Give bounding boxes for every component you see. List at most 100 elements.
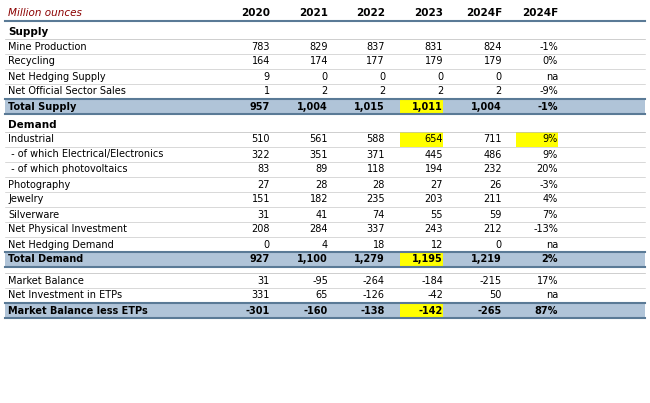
Bar bbox=[5, 99, 645, 114]
Text: 2024F: 2024F bbox=[522, 8, 558, 18]
Text: Net Physical Investment: Net Physical Investment bbox=[8, 224, 127, 235]
Bar bbox=[5, 84, 645, 99]
Bar bbox=[5, 162, 645, 177]
Text: -1%: -1% bbox=[540, 42, 558, 52]
Text: -9%: -9% bbox=[540, 87, 558, 96]
Text: 9%: 9% bbox=[543, 135, 558, 145]
Text: 50: 50 bbox=[489, 291, 502, 301]
Bar bbox=[5, 39, 645, 54]
Text: Jewelry: Jewelry bbox=[8, 195, 44, 204]
Text: Net Investment in ETPs: Net Investment in ETPs bbox=[8, 291, 122, 301]
Text: -142: -142 bbox=[419, 305, 443, 316]
Text: 27: 27 bbox=[430, 179, 443, 189]
Text: -160: -160 bbox=[304, 305, 328, 316]
Text: 711: 711 bbox=[484, 135, 502, 145]
Text: 20%: 20% bbox=[536, 164, 558, 174]
Text: 59: 59 bbox=[489, 210, 502, 220]
Text: 371: 371 bbox=[367, 150, 385, 160]
Text: 177: 177 bbox=[367, 56, 385, 66]
Text: 9: 9 bbox=[264, 71, 270, 81]
Text: 179: 179 bbox=[484, 56, 502, 66]
Text: Net Official Sector Sales: Net Official Sector Sales bbox=[8, 87, 126, 96]
Text: -215: -215 bbox=[480, 276, 502, 285]
Text: 28: 28 bbox=[372, 179, 385, 189]
Text: 194: 194 bbox=[424, 164, 443, 174]
Text: 486: 486 bbox=[484, 150, 502, 160]
Text: Net Hedging Supply: Net Hedging Supply bbox=[8, 71, 105, 81]
Bar bbox=[5, 147, 645, 162]
Text: 829: 829 bbox=[309, 42, 328, 52]
Text: -95: -95 bbox=[312, 276, 328, 285]
Text: Net Hedging Demand: Net Hedging Demand bbox=[8, 239, 114, 249]
Text: 837: 837 bbox=[367, 42, 385, 52]
Bar bbox=[400, 132, 443, 147]
Text: Total Demand: Total Demand bbox=[8, 255, 83, 264]
Text: 55: 55 bbox=[430, 210, 443, 220]
Text: 2024F: 2024F bbox=[466, 8, 502, 18]
Bar bbox=[5, 132, 645, 147]
Text: 1,100: 1,100 bbox=[297, 255, 328, 264]
Text: Market Balance: Market Balance bbox=[8, 276, 84, 285]
Text: 2%: 2% bbox=[541, 255, 558, 264]
Text: 561: 561 bbox=[309, 135, 328, 145]
Text: -301: -301 bbox=[246, 305, 270, 316]
Text: 783: 783 bbox=[252, 42, 270, 52]
Text: 12: 12 bbox=[430, 239, 443, 249]
Text: na: na bbox=[546, 71, 558, 81]
Text: Supply: Supply bbox=[8, 27, 48, 37]
Text: 212: 212 bbox=[484, 224, 502, 235]
Text: 824: 824 bbox=[484, 42, 502, 52]
Text: 83: 83 bbox=[258, 164, 270, 174]
Text: -1%: -1% bbox=[538, 102, 558, 112]
Text: Photography: Photography bbox=[8, 179, 70, 189]
Text: Recycling: Recycling bbox=[8, 56, 55, 66]
Text: 208: 208 bbox=[252, 224, 270, 235]
Text: 74: 74 bbox=[372, 210, 385, 220]
Text: 27: 27 bbox=[257, 179, 270, 189]
Text: 2: 2 bbox=[379, 87, 385, 96]
Text: 1,279: 1,279 bbox=[354, 255, 385, 264]
Text: Million ounces: Million ounces bbox=[8, 8, 82, 18]
Text: 243: 243 bbox=[424, 224, 443, 235]
Text: 337: 337 bbox=[367, 224, 385, 235]
Text: 65: 65 bbox=[316, 291, 328, 301]
Text: 1,011: 1,011 bbox=[412, 102, 443, 112]
Bar bbox=[5, 54, 645, 69]
Text: 2: 2 bbox=[322, 87, 328, 96]
Text: 0: 0 bbox=[496, 71, 502, 81]
Text: 2020: 2020 bbox=[241, 8, 270, 18]
Text: Industrial: Industrial bbox=[8, 135, 54, 145]
Text: 179: 179 bbox=[424, 56, 443, 66]
Text: 2023: 2023 bbox=[414, 8, 443, 18]
Text: 211: 211 bbox=[484, 195, 502, 204]
Text: 164: 164 bbox=[252, 56, 270, 66]
Bar bbox=[5, 192, 645, 207]
Text: 1,219: 1,219 bbox=[471, 255, 502, 264]
Text: - of which photovoltaics: - of which photovoltaics bbox=[8, 164, 127, 174]
Text: 2021: 2021 bbox=[299, 8, 328, 18]
Text: 31: 31 bbox=[258, 276, 270, 285]
Text: 28: 28 bbox=[316, 179, 328, 189]
Text: - of which Electrical/Electronics: - of which Electrical/Electronics bbox=[8, 150, 163, 160]
Text: na: na bbox=[546, 239, 558, 249]
Text: 2022: 2022 bbox=[356, 8, 385, 18]
Text: 284: 284 bbox=[309, 224, 328, 235]
Text: 7%: 7% bbox=[543, 210, 558, 220]
Text: 41: 41 bbox=[316, 210, 328, 220]
Text: na: na bbox=[546, 291, 558, 301]
Bar bbox=[5, 303, 645, 318]
Text: 0: 0 bbox=[322, 71, 328, 81]
Text: 26: 26 bbox=[489, 179, 502, 189]
Text: 1,015: 1,015 bbox=[354, 102, 385, 112]
Text: 351: 351 bbox=[309, 150, 328, 160]
Text: 182: 182 bbox=[309, 195, 328, 204]
Text: 17%: 17% bbox=[536, 276, 558, 285]
Text: 510: 510 bbox=[252, 135, 270, 145]
Text: 654: 654 bbox=[424, 135, 443, 145]
Text: Mine Production: Mine Production bbox=[8, 42, 86, 52]
Text: -126: -126 bbox=[363, 291, 385, 301]
Text: 927: 927 bbox=[250, 255, 270, 264]
Bar bbox=[5, 273, 645, 288]
Text: 0: 0 bbox=[379, 71, 385, 81]
Text: Silverware: Silverware bbox=[8, 210, 59, 220]
